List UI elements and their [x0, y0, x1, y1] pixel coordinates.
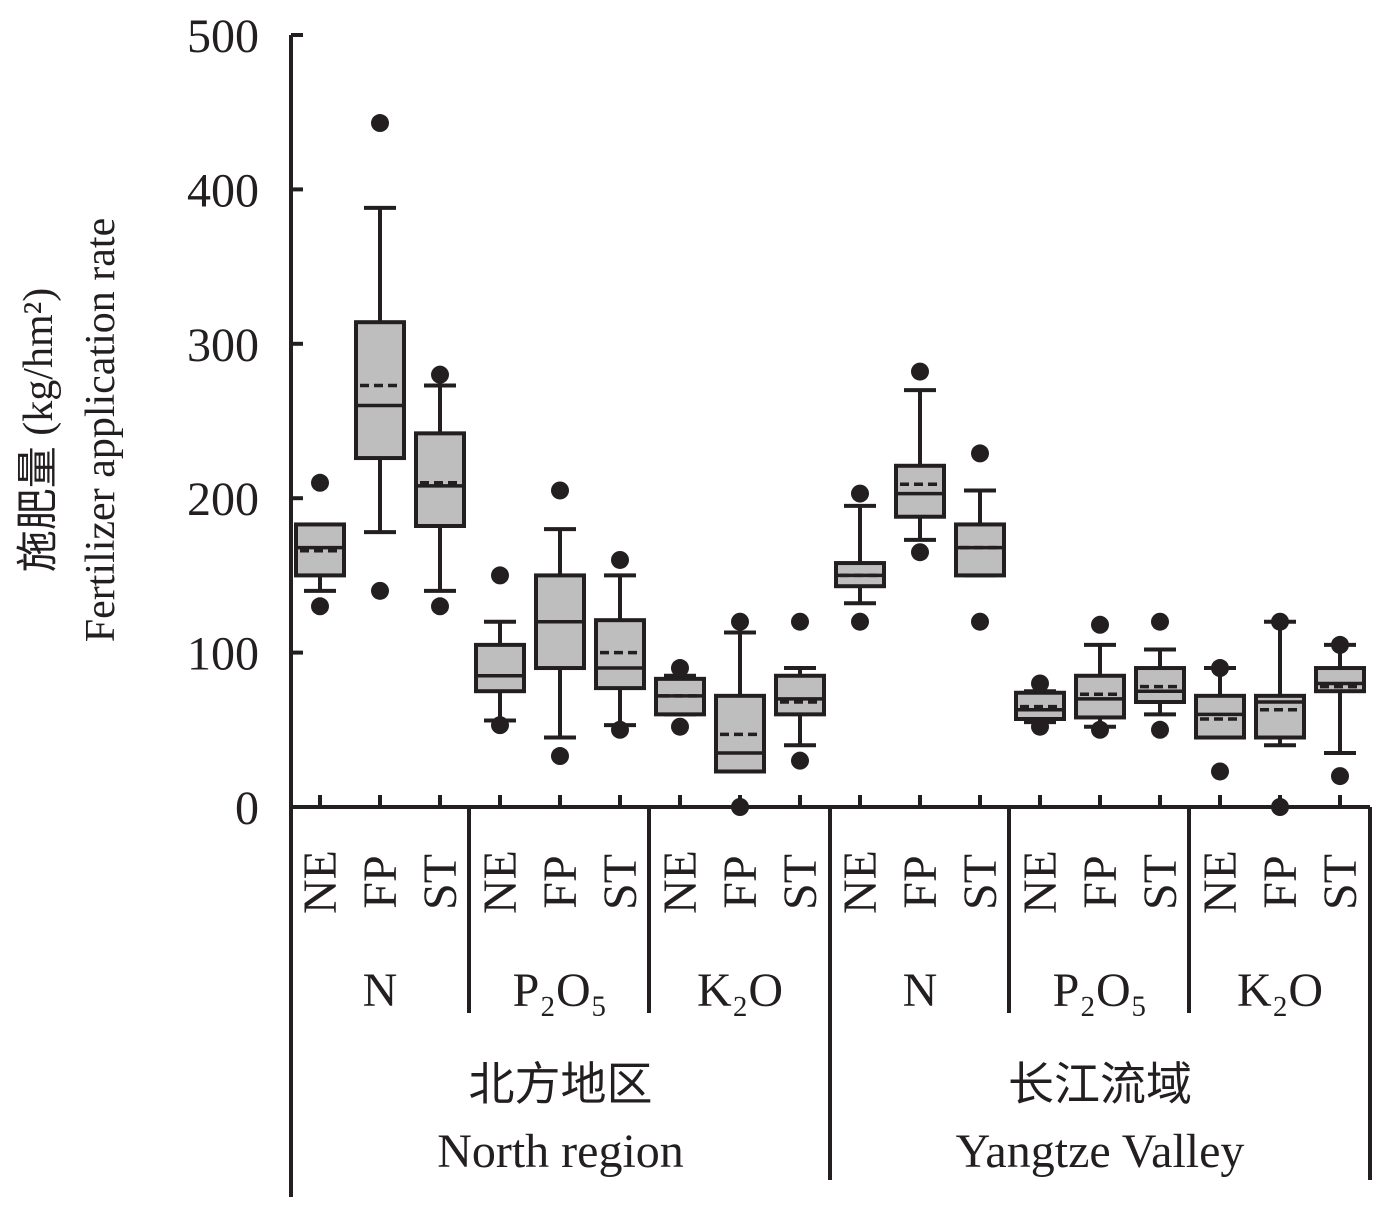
outlier-point: [551, 747, 569, 766]
box-north-region-k2o-fp: [714, 612, 766, 816]
outlier-point: [971, 444, 989, 463]
treatment-label: ST: [954, 854, 1007, 910]
box-yangtze-valley-p2o5-st: [1134, 612, 1186, 807]
outlier-point: [1151, 612, 1169, 631]
region-label-en: Yangtze Valley: [956, 1125, 1245, 1178]
treatment-label: ST: [1314, 854, 1367, 910]
box-yangtze-valley-n-fp: [894, 362, 946, 807]
treatment-label: NE: [1194, 850, 1247, 914]
treatment-label: FP: [714, 855, 767, 908]
box-north-region-p2o5-st: [594, 550, 646, 807]
outlier-point: [1091, 615, 1109, 634]
outlier-point: [1151, 720, 1169, 739]
box-yangtze-valley-n-ne: [834, 484, 886, 807]
box-north-region-n-st: [414, 365, 466, 807]
outlier-point: [1211, 659, 1229, 678]
treatment-label: NE: [474, 850, 527, 914]
outlier-point: [491, 566, 509, 585]
y-tick-label: 100: [187, 628, 259, 681]
treatment-label: NE: [294, 850, 347, 914]
outlier-point: [491, 716, 509, 735]
outlier-point: [971, 612, 989, 631]
treatment-label: ST: [414, 854, 467, 910]
outlier-point: [851, 484, 869, 503]
outlier-point: [611, 720, 629, 739]
outlier-point: [1211, 762, 1229, 781]
iqr-box: [1194, 693, 1246, 740]
outlier-point: [311, 597, 329, 616]
treatment-label: FP: [354, 855, 407, 908]
treatment-label: ST: [594, 854, 647, 910]
outlier-point: [371, 114, 389, 133]
outlier-point: [671, 659, 689, 678]
box-yangtze-valley-p2o5-ne: [1014, 674, 1066, 807]
treatment-label: NE: [1014, 850, 1067, 914]
treatment-label: NE: [654, 850, 707, 914]
outlier-point: [731, 798, 749, 816]
treatment-label: FP: [894, 855, 947, 908]
outlier-point: [431, 365, 449, 384]
treatment-label: NE: [834, 850, 887, 914]
outlier-point: [1031, 674, 1049, 693]
y-tick-label: 300: [187, 319, 259, 372]
box-yangtze-valley-p2o5-fp: [1074, 615, 1126, 807]
region-label-en: North region: [437, 1125, 684, 1178]
iqr-box: [354, 320, 406, 461]
nutrient-label: P₂O₅: [513, 964, 608, 1017]
y-tick-label: 200: [187, 473, 259, 526]
iqr-box: [954, 522, 1006, 578]
outlier-point: [431, 597, 449, 616]
box-north-region-k2o-st: [774, 612, 826, 807]
outlier-point: [611, 550, 629, 569]
outlier-point: [371, 581, 389, 600]
treatment-label: ST: [774, 854, 827, 910]
iqr-box: [414, 431, 466, 528]
outlier-point: [791, 751, 809, 770]
y-tick-label: 0: [235, 782, 259, 835]
outlier-point: [1331, 635, 1349, 654]
outlier-point: [851, 612, 869, 631]
region-label-cn: 北方地区: [469, 1059, 653, 1110]
y-tick-label: 400: [187, 164, 259, 217]
iqr-box: [774, 673, 826, 717]
outlier-point: [551, 481, 569, 500]
box-yangtze-valley-n-st: [954, 444, 1006, 807]
iqr-box: [474, 642, 526, 694]
outlier-point: [731, 612, 749, 631]
iqr-box: [894, 463, 946, 519]
box-yangtze-valley-k2o-fp: [1254, 612, 1306, 816]
box-north-region-n-ne: [294, 473, 346, 807]
outlier-point: [1031, 717, 1049, 736]
outlier-point: [1271, 798, 1289, 816]
treatment-label: FP: [1074, 855, 1127, 908]
box-yangtze-valley-k2o-st: [1314, 635, 1366, 807]
iqr-box: [1074, 673, 1126, 720]
treatment-label: ST: [1134, 854, 1187, 910]
outlier-point: [1091, 720, 1109, 739]
box-north-region-n-fp: [354, 114, 406, 807]
treatment-label: FP: [534, 855, 587, 908]
nutrient-label: N: [903, 964, 938, 1017]
treatment-label: FP: [1254, 855, 1307, 908]
nutrient-label: K₂O: [1237, 964, 1323, 1017]
outlier-point: [311, 473, 329, 492]
outlier-point: [671, 717, 689, 736]
y-tick-label: 500: [187, 10, 259, 63]
box-north-region-k2o-ne: [654, 659, 706, 807]
outlier-point: [791, 612, 809, 631]
box-north-region-p2o5-ne: [474, 566, 526, 807]
box-yangtze-valley-k2o-ne: [1194, 659, 1246, 807]
region-label-cn: 长江流域: [1008, 1059, 1192, 1110]
outlier-point: [911, 362, 929, 381]
nutrient-label: P₂O₅: [1053, 964, 1148, 1017]
box-north-region-p2o5-fp: [534, 481, 586, 807]
outlier-point: [911, 543, 929, 562]
outlier-point: [1331, 767, 1349, 786]
outlier-point: [1271, 612, 1289, 631]
nutrient-label: N: [363, 964, 398, 1017]
nutrient-label: K₂O: [697, 964, 783, 1017]
